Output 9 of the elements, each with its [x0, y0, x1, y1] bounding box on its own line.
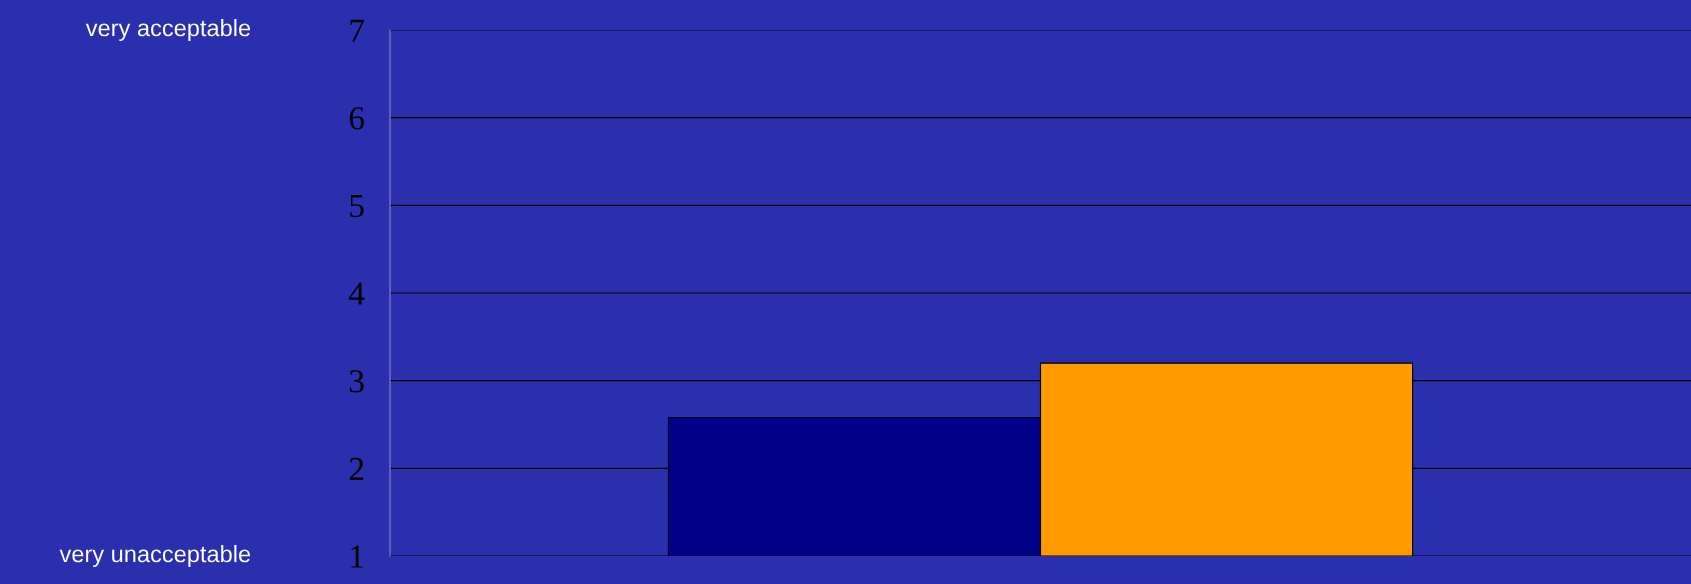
text: very acceptable [85, 19, 251, 41]
text: very unacceptable [59, 544, 251, 567]
y-tick-label: 3 [349, 370, 364, 393]
y-tick-label: 6 [349, 107, 365, 130]
y-tick-label: 7 [350, 19, 365, 42]
y-tick-label: 2 [349, 457, 364, 480]
y-tick-label: 1 [351, 545, 363, 568]
y-tick-label: 5 [350, 195, 364, 218]
y-tick-label: 4 [348, 282, 365, 305]
